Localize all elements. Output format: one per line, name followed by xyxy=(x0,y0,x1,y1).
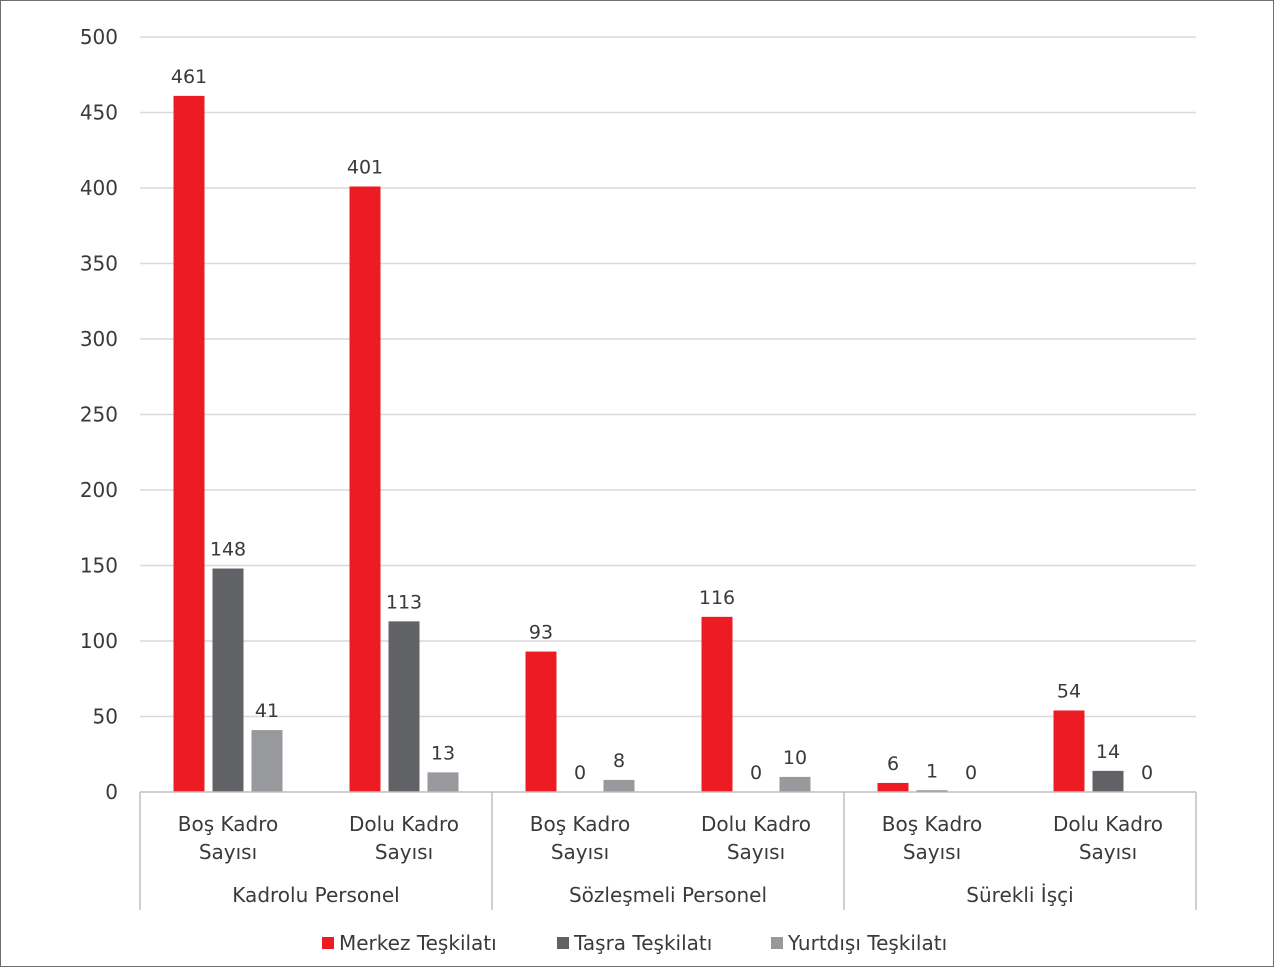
bar xyxy=(427,772,459,792)
y-tick-label: 300 xyxy=(80,327,118,351)
category-label: Boş Kadro xyxy=(530,812,630,836)
y-tick-label: 250 xyxy=(80,403,118,427)
legend-swatch xyxy=(771,937,783,949)
data-label: 13 xyxy=(431,742,455,764)
data-label: 0 xyxy=(1141,762,1153,784)
group-label: Kadrolu Personel xyxy=(232,883,399,907)
category-label: Sayısı xyxy=(199,840,257,864)
category-label: Dolu Kadro xyxy=(1053,812,1163,836)
y-axis-ticks: 0 50 100 150 200 250 300 350 400 450 500 xyxy=(80,25,118,804)
y-tick-label: 50 xyxy=(93,705,118,729)
bar xyxy=(603,779,635,792)
category-label: Dolu Kadro xyxy=(701,812,811,836)
y-tick-label: 450 xyxy=(80,101,118,125)
legend-swatch xyxy=(557,937,569,949)
data-label: 116 xyxy=(699,587,735,609)
bar xyxy=(779,776,811,792)
data-label: 14 xyxy=(1096,741,1120,763)
y-tick-label: 500 xyxy=(80,25,118,49)
gridlines xyxy=(140,36,1196,718)
category-label: Sayısı xyxy=(375,840,433,864)
data-label: 41 xyxy=(255,700,279,722)
bar xyxy=(173,95,205,792)
category-label: Boş Kadro xyxy=(178,812,278,836)
bar xyxy=(916,790,948,792)
data-label: 0 xyxy=(574,762,586,784)
bar xyxy=(1053,710,1085,792)
bar xyxy=(388,621,420,792)
y-tick-label: 0 xyxy=(105,780,118,804)
category-label: Sayısı xyxy=(903,840,961,864)
category-label: Sayısı xyxy=(551,840,609,864)
data-label: 0 xyxy=(750,762,762,784)
x-axis: Boş Kadro Sayısı Dolu Kadro Sayısı Boş Kadro… xyxy=(139,791,1197,910)
legend-label: Taşra Teşkilatı xyxy=(573,931,712,955)
legend: Merkez Teşkilatı Taşra Teşkilatı Yurtdışı … xyxy=(322,931,947,955)
y-tick-label: 150 xyxy=(80,554,118,578)
bar xyxy=(701,616,733,792)
data-label: 10 xyxy=(783,747,807,769)
data-label: 93 xyxy=(529,622,553,644)
bar xyxy=(349,186,381,793)
category-label: Boş Kadro xyxy=(882,812,982,836)
data-label: 461 xyxy=(171,66,207,88)
category-label: Sayısı xyxy=(1079,840,1137,864)
category-label: Sayısı xyxy=(727,840,785,864)
y-tick-label: 100 xyxy=(80,629,118,653)
group-label: Sözleşmeli Personel xyxy=(569,883,767,907)
data-label: 1 xyxy=(926,760,938,782)
category-label: Dolu Kadro xyxy=(349,812,459,836)
data-label: 0 xyxy=(965,762,977,784)
group-label: Sürekli İşçi xyxy=(966,883,1073,907)
legend-swatch xyxy=(322,937,334,949)
y-tick-label: 200 xyxy=(80,478,118,502)
data-label: 148 xyxy=(210,539,246,561)
bar xyxy=(1092,770,1124,792)
bar xyxy=(251,730,283,792)
data-label: 113 xyxy=(386,591,422,613)
y-tick-label: 350 xyxy=(80,252,118,276)
data-label: 8 xyxy=(613,750,625,772)
bar xyxy=(212,568,244,792)
data-label: 401 xyxy=(347,156,383,178)
data-label: 6 xyxy=(887,753,899,775)
y-tick-label: 400 xyxy=(80,176,118,200)
data-label: 54 xyxy=(1057,680,1081,702)
bar xyxy=(877,782,909,792)
bar xyxy=(525,651,557,792)
legend-label: Merkez Teşkilatı xyxy=(339,931,497,955)
legend-label: Yurtdışı Teşkilatı xyxy=(787,931,947,955)
bars xyxy=(173,95,1124,793)
